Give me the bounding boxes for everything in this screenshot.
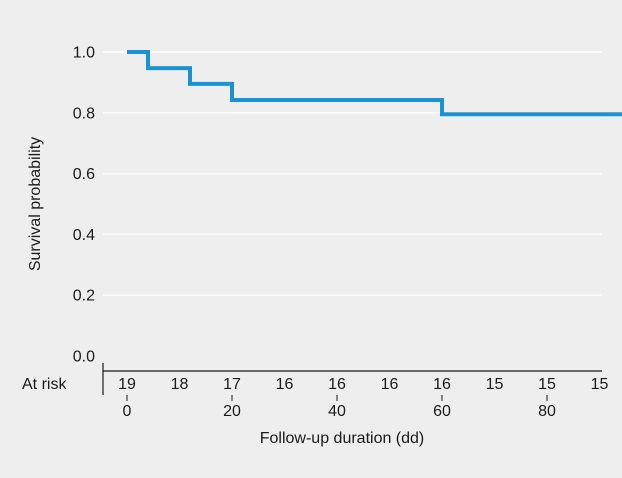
at-risk-count: 15 bbox=[486, 376, 504, 393]
y-tick-label: 0.0 bbox=[73, 349, 95, 366]
at-risk-count: 15 bbox=[591, 376, 609, 393]
at-risk-row: At risk 19 18 17 16 16 16 16 15 15 15 bbox=[22, 376, 609, 393]
at-risk-count: 19 bbox=[118, 376, 136, 393]
x-tick-label: 0 bbox=[123, 403, 132, 420]
series-layer bbox=[127, 50, 622, 117]
y-tick-label: 0.2 bbox=[73, 288, 95, 305]
at-risk-label: At risk bbox=[22, 376, 67, 393]
at-risk-count: 16 bbox=[328, 376, 346, 393]
at-risk-count: 16 bbox=[433, 376, 451, 393]
y-tick-label: 0.6 bbox=[73, 166, 95, 183]
at-risk-count: 18 bbox=[171, 376, 189, 393]
survival-step-line bbox=[127, 50, 622, 117]
at-risk-count: 15 bbox=[538, 376, 556, 393]
grid-lines bbox=[103, 51, 602, 296]
y-tick-labels: 0.0 0.2 0.4 0.6 0.8 1.0 bbox=[73, 45, 95, 366]
x-ticks: 0 20 40 60 80 bbox=[102, 363, 556, 420]
y-axis-title: Survival probability bbox=[27, 137, 44, 271]
y-tick-label: 0.8 bbox=[73, 105, 95, 122]
at-risk-count: 16 bbox=[276, 376, 294, 393]
x-tick-label: 80 bbox=[538, 403, 556, 420]
x-tick-label: 60 bbox=[433, 403, 451, 420]
x-tick-label: 40 bbox=[328, 403, 346, 420]
y-tick-label: 0.4 bbox=[73, 227, 95, 244]
at-risk-count: 16 bbox=[381, 376, 399, 393]
x-tick-label: 20 bbox=[223, 403, 241, 420]
x-axis-title: Follow-up duration (dd) bbox=[260, 430, 425, 447]
at-risk-count: 17 bbox=[223, 376, 241, 393]
y-tick-label: 1.0 bbox=[73, 45, 95, 62]
